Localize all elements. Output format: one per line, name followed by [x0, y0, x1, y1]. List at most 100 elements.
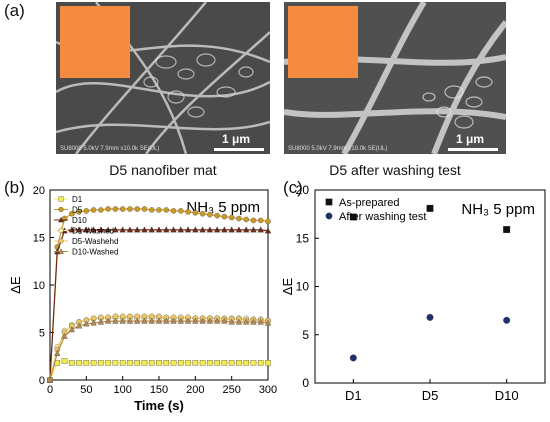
data-point: [134, 206, 140, 212]
data-point: [134, 317, 141, 324]
sem-image-right: 1 μm SU8000 5.0kV 7.9mm x10.0k SE(UL): [284, 2, 506, 154]
data-point: [163, 207, 170, 213]
data-point: [98, 360, 104, 366]
data-point: [141, 317, 148, 324]
data-point: [265, 218, 271, 225]
data-point: [250, 360, 257, 366]
data-point: [127, 206, 133, 212]
series-line: [49, 320, 269, 381]
data-point: [192, 360, 199, 366]
y-tick-label: 5: [302, 328, 309, 342]
color-swatch: [60, 6, 130, 78]
data-point: [83, 226, 90, 233]
data-point: [75, 322, 83, 329]
y-tick-label: 15: [296, 231, 310, 245]
data-point: [83, 320, 90, 327]
sem-footer: SU8000 5.0kV 7.9mm x10.0k SE(UL): [288, 146, 388, 152]
data-point: [178, 208, 184, 214]
data-point: [185, 209, 191, 215]
data-point: [170, 360, 177, 366]
x-axis-label: Time (s): [134, 398, 184, 413]
data-point: [148, 207, 155, 213]
data-point: [243, 226, 250, 233]
data-point: [264, 227, 272, 234]
panel-label-c: (c): [283, 178, 303, 197]
data-point: [257, 226, 264, 233]
data-point: [199, 360, 206, 366]
data-point: [148, 360, 155, 366]
legend-label: D1-Washed: [72, 227, 114, 236]
data-point: [98, 207, 104, 213]
scale-label: 1 μm: [456, 132, 485, 146]
data-point: [257, 217, 264, 224]
legend-marker: [58, 206, 64, 213]
data-point: [214, 212, 220, 219]
data-point: [155, 317, 163, 324]
data-point: [112, 206, 119, 212]
series-line: [49, 315, 269, 381]
legend-marker: [325, 198, 333, 206]
data-point: [170, 226, 177, 233]
data-point: [214, 226, 221, 233]
data-point: [134, 360, 140, 366]
data-point: [264, 319, 272, 326]
data-point: [69, 360, 75, 366]
y-tick-label: 5: [39, 328, 45, 340]
data-point: [192, 210, 199, 216]
data-point: [214, 360, 220, 366]
data-point: [141, 226, 148, 233]
sem-image-left: 1 μm SU8000 5.0kV 7.9mm x10.0k SE(UL): [56, 2, 270, 154]
legend-marker: [58, 238, 64, 244]
legend-label: D10-Washed: [72, 248, 118, 257]
data-point: [76, 209, 82, 215]
y-tick-label: 0: [302, 376, 309, 390]
data-point: [156, 207, 162, 213]
scale-bar: [214, 148, 264, 151]
data-point: [250, 226, 257, 233]
data-point: [105, 206, 111, 212]
data-point: [148, 317, 155, 324]
data-point: [90, 226, 97, 233]
data-point: [192, 226, 199, 233]
data-point: [141, 206, 148, 212]
legend-marker: [58, 196, 64, 202]
data-point: [68, 226, 75, 233]
data-point: [112, 360, 119, 366]
x-tick-label: 250: [222, 384, 240, 396]
data-point: [90, 360, 97, 366]
data-point: [207, 211, 213, 218]
legend-label: D1: [72, 195, 83, 204]
data-point: [61, 332, 68, 339]
data-point: [112, 317, 119, 324]
data-point: [156, 360, 162, 366]
data-point: [119, 206, 126, 212]
data-point: [199, 226, 206, 233]
data-point: [214, 317, 221, 324]
data-point: [105, 360, 111, 366]
data-point: [90, 319, 97, 326]
x-tick-label: 300: [259, 384, 277, 396]
data-point: [134, 226, 141, 233]
image-caption-right: D5 after washing test: [329, 162, 461, 178]
data-point: [69, 210, 75, 217]
data-point: [83, 360, 90, 366]
y-axis-label: ΔE: [280, 277, 295, 295]
data-point: [177, 226, 184, 233]
x-tick-label: D10: [495, 388, 519, 403]
data-point: [426, 204, 434, 212]
legend-label: D10: [72, 216, 87, 225]
legend-marker: [58, 227, 64, 234]
data-point: [184, 317, 192, 324]
data-point: [119, 317, 126, 324]
data-point: [503, 226, 511, 234]
data-point: [349, 354, 357, 362]
x-tick-label: D5: [422, 388, 439, 403]
data-point: [235, 226, 243, 233]
data-point: [97, 318, 104, 325]
x-tick-label: 200: [186, 384, 204, 396]
data-point: [75, 226, 83, 233]
data-point: [54, 349, 61, 356]
series-line: [49, 317, 269, 381]
data-point: [221, 317, 228, 324]
chart-annotation: NH₃ 5 ppm: [461, 201, 535, 218]
